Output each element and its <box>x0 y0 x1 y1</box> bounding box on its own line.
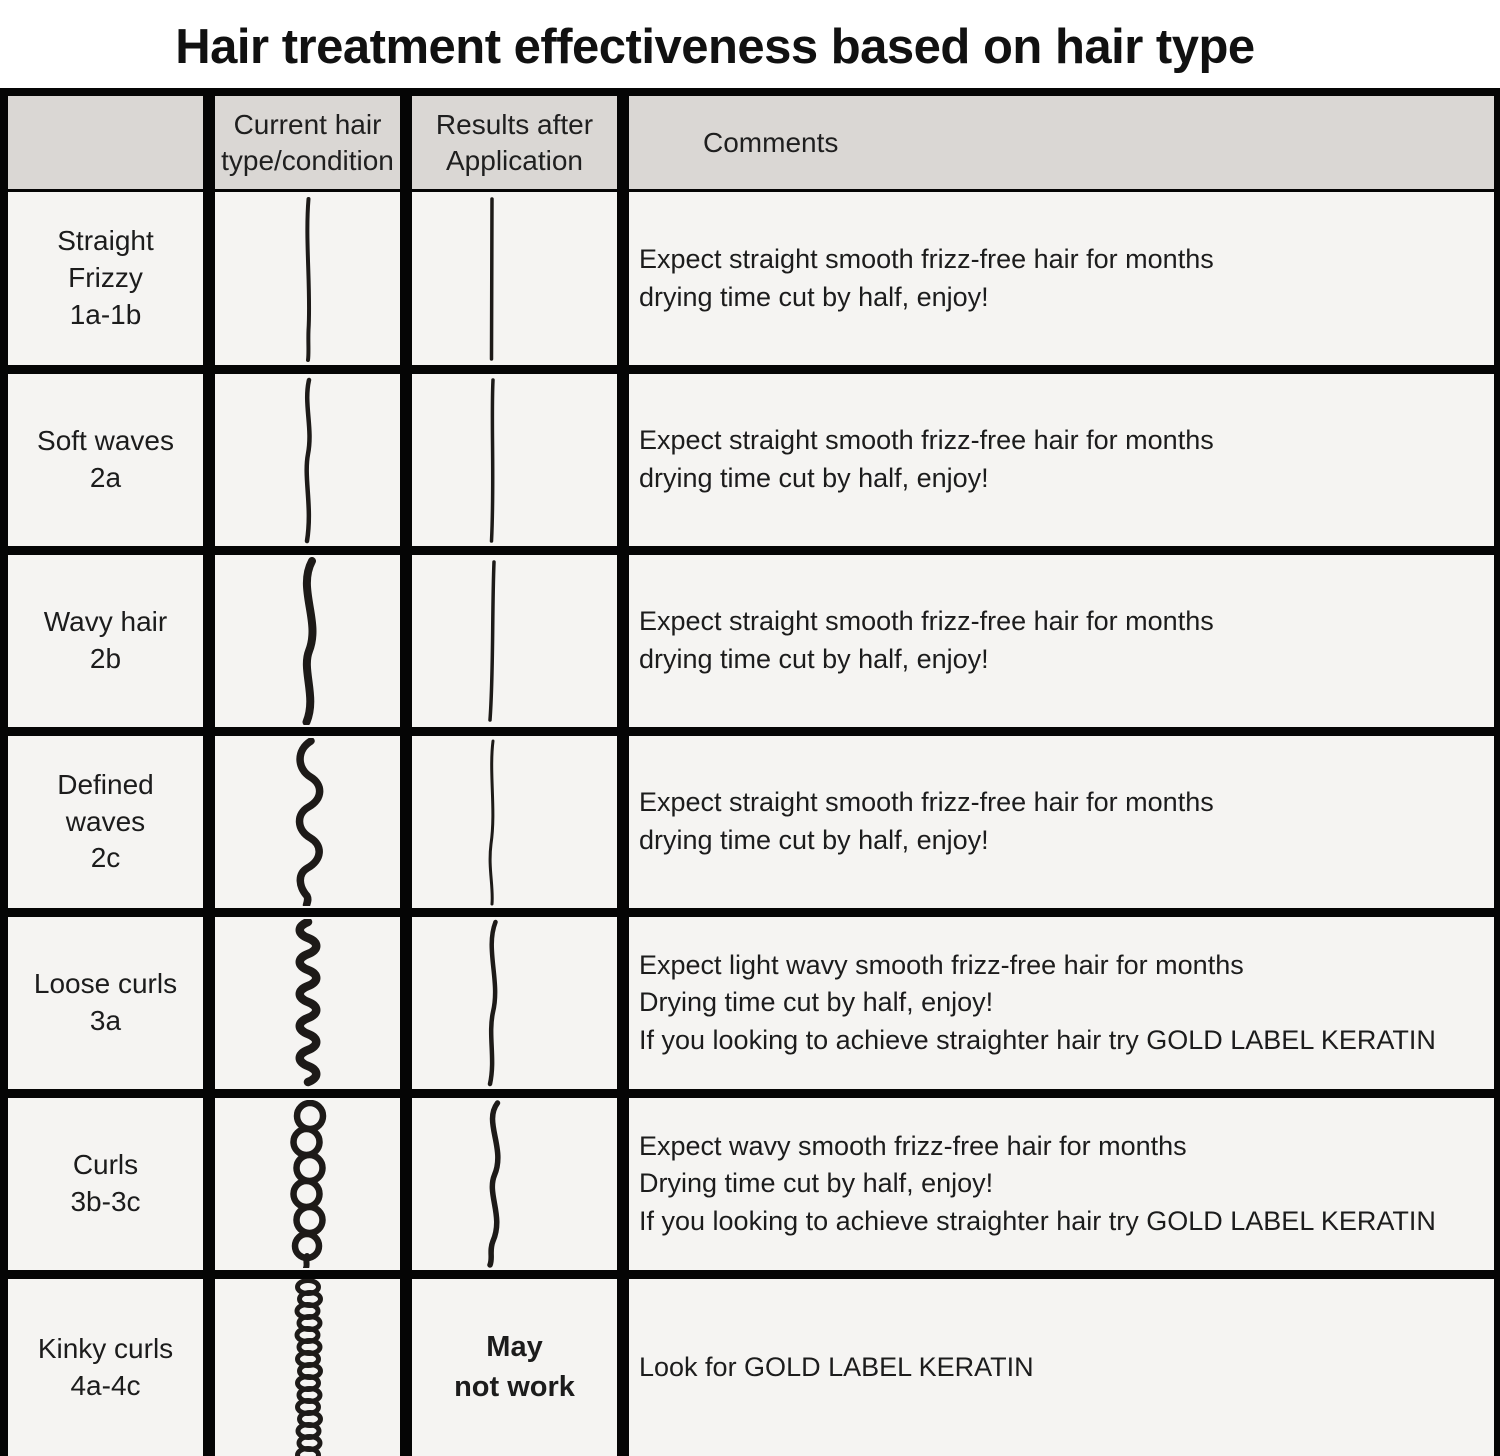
hair-type-label: Wavy hair 2b <box>8 555 215 727</box>
s-wave-hair-stroke-icon <box>487 1100 501 1268</box>
header-current-condition: Current hair type/condition <box>215 96 412 189</box>
header-hair-type <box>8 96 215 189</box>
gentle-wave-hair-stroke-icon <box>488 739 495 906</box>
current-hair-cell <box>215 1098 412 1270</box>
wavy-s-hair-stroke-icon <box>302 557 316 725</box>
defined-waves-hair-stroke-icon <box>295 738 323 906</box>
result-cell <box>412 736 629 908</box>
table-header-row: Current hair type/condition Results afte… <box>8 96 1494 189</box>
table-row: Straight Frizzy 1a-1b Expect straight sm… <box>8 189 1494 365</box>
page-title: Hair treatment effectiveness based on ha… <box>175 20 1255 74</box>
nearly-straight-hair-stroke-icon <box>488 560 496 722</box>
comments-text: Look for GOLD LABEL KERATIN <box>639 1351 1034 1382</box>
kinky-coil-hair-stroke-icon <box>294 1279 323 1456</box>
comments-text: Expect straight smooth frizz-free hair f… <box>639 243 1214 312</box>
comments-text: Expect straight smooth frizz-free hair f… <box>639 606 1214 674</box>
loop-curls-hair-stroke-icon <box>289 1100 326 1268</box>
treatment-table: Current hair type/condition Results afte… <box>0 88 1500 1456</box>
straight-hair-stroke-icon <box>489 196 494 361</box>
current-hair-cell <box>215 374 412 546</box>
result-cell: May not work <box>412 1279 629 1456</box>
table-row: Curls 3b-3c Expect wavy smooth frizz-fre… <box>8 1089 1494 1270</box>
nearly-straight-hair-stroke-icon <box>489 378 495 543</box>
table-row: Defined waves 2c Expect straight smooth … <box>8 727 1494 908</box>
hair-type-label: Kinky curls 4a-4c <box>8 1279 215 1456</box>
hair-type-label: Loose curls 3a <box>8 917 215 1089</box>
result-cell <box>412 917 629 1089</box>
current-hair-cell <box>215 917 412 1089</box>
hair-type-label: Soft waves 2a <box>8 374 215 546</box>
hair-type-label: Straight Frizzy 1a-1b <box>8 192 215 365</box>
result-cell <box>412 192 629 365</box>
result-may-not-work-text: May not work <box>454 1331 575 1403</box>
comments-text: Expect wavy smooth frizz-free hair for m… <box>639 1130 1436 1236</box>
table-row: Kinky curls 4a-4c <box>8 1270 1494 1456</box>
table-row: Loose curls 3a Expect light wavy smooth … <box>8 908 1494 1089</box>
table-row: Wavy hair 2b Expect straight smooth friz… <box>8 546 1494 727</box>
soft-wave-hair-stroke-icon <box>303 377 312 544</box>
result-cell <box>412 1098 629 1270</box>
current-hair-cell <box>215 555 412 727</box>
result-cell <box>412 555 629 727</box>
header-comments: Comments <box>703 126 839 158</box>
current-hair-cell <box>215 1279 412 1456</box>
current-hair-cell <box>215 192 412 365</box>
light-wave-hair-stroke-icon <box>487 919 498 1087</box>
result-cell <box>412 374 629 546</box>
comments-text: Expect straight smooth frizz-free hair f… <box>639 787 1214 855</box>
hair-type-label: Curls 3b-3c <box>8 1098 215 1270</box>
table-row: Soft waves 2a Expect straight smooth fri… <box>8 365 1494 546</box>
current-hair-cell <box>215 736 412 908</box>
straight-frizzy-hair-stroke-icon <box>304 196 311 362</box>
header-results-after: Results after Application <box>412 96 629 189</box>
hair-type-label: Defined waves 2c <box>8 736 215 908</box>
comments-text: Expect straight smooth frizz-free hair f… <box>639 425 1214 493</box>
comments-text: Expect light wavy smooth frizz-free hair… <box>639 949 1436 1055</box>
tight-squiggle-hair-stroke-icon <box>295 919 320 1087</box>
